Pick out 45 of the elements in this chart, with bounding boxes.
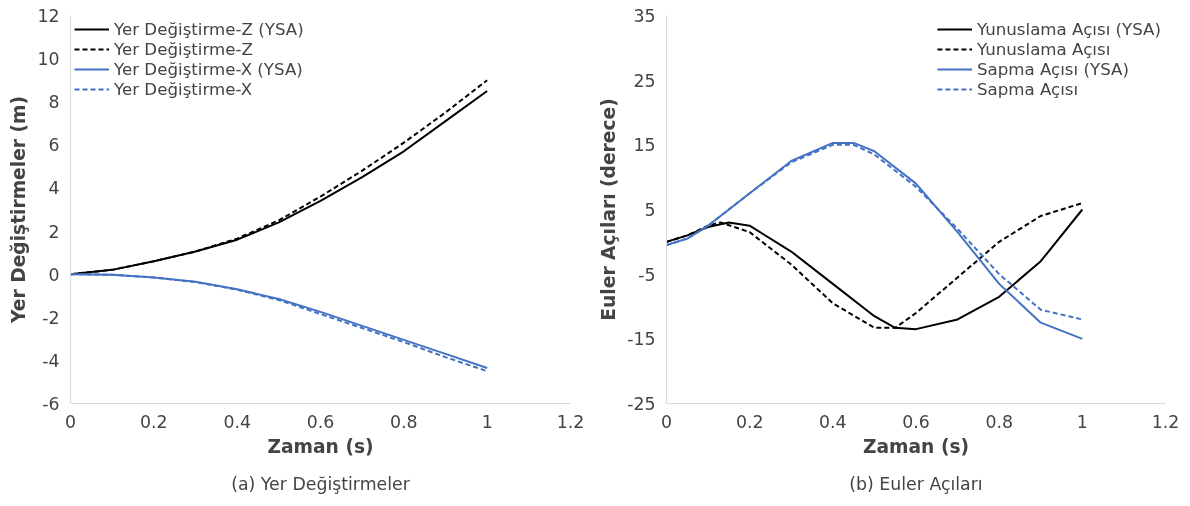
legend-label: Yer Değiştirme-X [114, 79, 253, 99]
x-tick-label: 0.6 [902, 411, 930, 432]
y-tick-label: 2 [48, 221, 60, 242]
y-tick-label: -2 [42, 307, 60, 328]
legend-label: Yer Değiştirme-Z [114, 39, 253, 59]
legend-label: Yunuslama Açısı [976, 39, 1111, 59]
y-tick-label: -25 [627, 394, 656, 414]
y-axis-title: Euler Açıları (derece) [598, 98, 620, 321]
x-tick-label: 1.2 [1151, 411, 1180, 432]
y-tick-label: 5 [644, 200, 656, 220]
y-tick-label: 0 [48, 264, 60, 285]
x-tick-label: 1.2 [556, 411, 585, 432]
legend-label: Sapma Açısı [976, 79, 1079, 99]
y-tick-label: -15 [627, 329, 656, 350]
y-tick-label: -4 [42, 350, 60, 371]
legend-label: Yer Değiştirme-Z (YSA) [114, 19, 304, 39]
y-tick-label: 15 [633, 135, 656, 156]
y-tick-label: 10 [37, 49, 60, 70]
x-tick-label: 0.4 [819, 411, 847, 432]
x-tick-label: 0 [64, 411, 77, 432]
x-tick-label: 0.8 [985, 411, 1013, 432]
legend-label: Yunuslama Açısı (YSA) [976, 19, 1161, 39]
x-tick-label: 0.2 [735, 411, 764, 432]
y-axis-title: Yer Değiştirmeler (m) [8, 96, 30, 324]
legend-label: Yer Değiştirme-X (YSA) [114, 59, 303, 79]
x-axis-title: Zaman (s) [862, 435, 970, 457]
y-tick-label: 35 [633, 6, 656, 26]
x-tick-label: 0.2 [140, 411, 168, 432]
text: (a) Yer Değiştirmeler [231, 474, 411, 494]
y-tick-label: 6 [48, 135, 60, 156]
x-tick-label: 1 [481, 411, 493, 432]
x-tick-label: 0.8 [390, 411, 418, 432]
text: (b) Euler Açıları [849, 474, 983, 494]
x-tick-label: 1 [1076, 411, 1088, 432]
y-tick-label: 25 [633, 70, 656, 91]
x-tick-label: 0 [660, 411, 673, 432]
y-tick-label: 8 [48, 92, 60, 113]
y-tick-label: 4 [48, 178, 60, 199]
x-axis-title: Zaman (s) [267, 435, 374, 457]
y-tick-label: -5 [638, 264, 656, 285]
y-tick-label: -6 [42, 394, 60, 414]
x-tick-label: 0.4 [223, 411, 251, 432]
x-tick-label: 0.6 [306, 411, 335, 432]
legend-label: Sapma Açısı (YSA) [976, 59, 1129, 79]
y-tick-label: 12 [37, 6, 60, 26]
